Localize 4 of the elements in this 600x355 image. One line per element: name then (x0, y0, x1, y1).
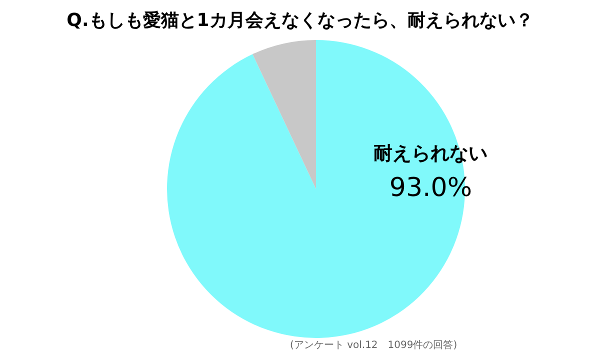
slice-label: 耐えられない (374, 142, 488, 165)
data-label: 93.0% (389, 172, 472, 203)
chart-title: Q.もしも愛猫と1カ月会えなくなったら、耐えられない？ (66, 9, 534, 32)
text: (アンケート vol.12 1099件の回答) (290, 339, 458, 352)
